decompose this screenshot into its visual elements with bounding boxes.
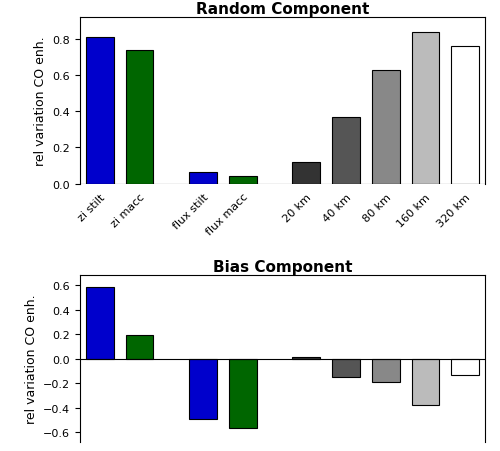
Bar bbox=[452, 359, 479, 375]
Y-axis label: rel variation CO enh.: rel variation CO enh. bbox=[24, 294, 38, 423]
Bar bbox=[332, 359, 360, 377]
Bar bbox=[372, 70, 400, 184]
Bar bbox=[86, 38, 114, 184]
Title: Random Component: Random Component bbox=[196, 2, 369, 17]
Bar bbox=[86, 287, 114, 359]
Bar bbox=[229, 176, 256, 184]
Bar bbox=[126, 336, 154, 359]
Bar bbox=[412, 359, 440, 405]
Bar bbox=[412, 32, 440, 184]
Y-axis label: rel variation CO enh.: rel variation CO enh. bbox=[34, 37, 47, 166]
Bar bbox=[372, 359, 400, 382]
Bar bbox=[229, 359, 256, 428]
Bar bbox=[332, 117, 360, 184]
Bar bbox=[189, 359, 217, 419]
Bar bbox=[452, 47, 479, 184]
Bar bbox=[292, 357, 320, 359]
Title: Bias Component: Bias Component bbox=[213, 260, 352, 275]
Bar bbox=[189, 173, 217, 184]
Bar bbox=[292, 163, 320, 184]
Bar bbox=[126, 51, 154, 184]
